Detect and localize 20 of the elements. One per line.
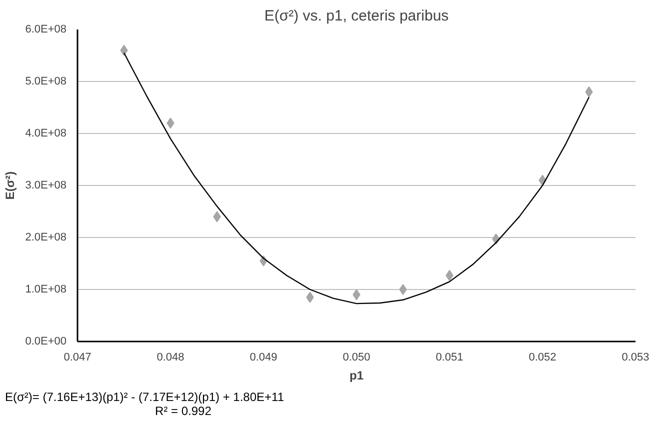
y-tick-label: 5.0E+08 xyxy=(25,76,67,88)
x-tick-label: 0.052 xyxy=(528,352,556,364)
y-tick-label: 0.0E+00 xyxy=(25,336,67,348)
y-tick-label: 1.0E+08 xyxy=(25,284,67,296)
y-tick-label: 4.0E+08 xyxy=(25,128,67,140)
y-tick-label: 3.0E+08 xyxy=(25,180,67,192)
text: E(σ²)= (7.16E+13)(p1)² - (7.17E+12)(p1) + 1.80E+11 xyxy=(5,390,284,404)
point xyxy=(399,284,407,295)
x-tick-label: 0.048 xyxy=(156,352,184,364)
chart-title: E(σ²) vs. p1, ceteris paribus xyxy=(264,8,449,24)
text: R² = 0.992 xyxy=(154,404,212,418)
x-tick-label: 0.051 xyxy=(436,352,464,364)
y-tick-label: 6.0E+08 xyxy=(25,24,67,36)
x-tick-label: 0.047 xyxy=(64,352,92,364)
y-tick-label: 2.0E+08 xyxy=(25,232,67,244)
x-axis-title: p1 xyxy=(350,368,364,382)
x-tick-label: 0.053 xyxy=(622,352,650,364)
x-tick-label: 0.050 xyxy=(342,352,370,364)
x-tick-label: 0.049 xyxy=(250,352,278,364)
y-axis-title: E(σ²) xyxy=(3,171,18,200)
